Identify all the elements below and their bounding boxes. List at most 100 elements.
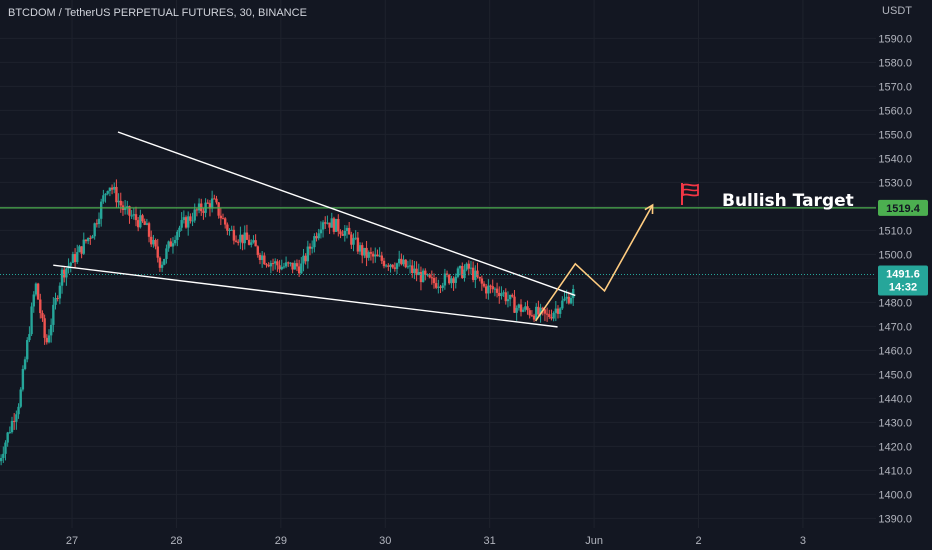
candle	[260, 251, 264, 268]
y-tick-label: 1480.0	[878, 297, 912, 309]
candle	[543, 308, 547, 322]
candle	[465, 262, 468, 272]
candle	[136, 217, 140, 232]
candle	[110, 184, 114, 195]
candle-body	[30, 306, 33, 335]
candle	[550, 309, 553, 321]
candle-body	[365, 247, 368, 258]
candle-body	[28, 334, 31, 341]
trendline-lower[interactable]	[53, 264, 558, 328]
candle-body	[280, 266, 283, 270]
candle	[389, 263, 392, 273]
candle-body	[524, 306, 527, 310]
bullish-target-label[interactable]: Bullish Target	[722, 191, 854, 211]
current-price-tag: 1491.614:32	[878, 265, 928, 296]
candle	[26, 337, 29, 363]
trendline-upper[interactable]	[117, 131, 576, 297]
candle-body	[269, 263, 273, 267]
candle-body	[191, 220, 194, 222]
candle	[400, 253, 403, 266]
candle	[310, 240, 314, 254]
candle-body	[215, 198, 218, 203]
candle-body	[69, 262, 72, 266]
candle-body	[508, 294, 512, 300]
candle	[376, 249, 379, 257]
candle-body	[115, 186, 118, 203]
candle	[132, 207, 136, 220]
candle-body	[521, 309, 525, 312]
candle	[304, 253, 307, 265]
candle-body	[469, 267, 473, 269]
candle	[315, 232, 318, 242]
candle-body	[415, 268, 418, 276]
candle	[65, 267, 68, 286]
candle-body	[302, 255, 305, 264]
candle	[343, 225, 347, 242]
candle	[350, 231, 353, 249]
candle	[380, 251, 383, 265]
projection-path[interactable]	[534, 204, 654, 322]
time-axis[interactable]: 27 28 29 30 31 Jun 2 3	[66, 535, 806, 547]
candle	[17, 403, 20, 419]
candle-body	[317, 233, 320, 239]
candle-body	[397, 258, 401, 264]
candle-body	[110, 187, 114, 190]
candle-body	[219, 215, 223, 219]
candle	[324, 216, 327, 229]
candle-body	[356, 237, 360, 252]
candle	[274, 258, 277, 270]
candle-body	[106, 191, 109, 194]
candle	[480, 275, 484, 291]
candle	[178, 225, 181, 238]
candle	[0, 454, 3, 466]
candle-body	[132, 214, 136, 216]
price-axis[interactable]: 1390.0 1400.0 1410.0 1420.0 1430.0 1440.0 1450…	[878, 33, 928, 525]
candle	[332, 216, 336, 235]
candle	[2, 446, 5, 463]
candle-body	[134, 214, 138, 221]
candle	[119, 192, 122, 213]
candle-body	[260, 255, 264, 260]
candle	[439, 284, 442, 294]
drawings[interactable]	[0, 131, 876, 328]
candlesticks[interactable]	[0, 179, 575, 466]
candle	[365, 240, 368, 267]
candle-body	[319, 229, 323, 234]
candle-body	[563, 298, 566, 301]
candle-body	[321, 222, 325, 230]
candle	[363, 247, 366, 259]
candle	[206, 199, 209, 204]
candle	[165, 244, 168, 264]
candle-body	[234, 240, 238, 242]
candle	[267, 262, 270, 268]
candle	[93, 222, 96, 240]
candle	[395, 262, 399, 274]
candle	[504, 288, 507, 305]
candle-body	[400, 258, 403, 265]
candle	[485, 283, 488, 299]
candle-body	[324, 222, 327, 224]
candle	[106, 190, 109, 196]
candle-body	[36, 283, 40, 300]
candle-body	[352, 238, 355, 245]
candle	[97, 212, 101, 228]
x-tick-label: 3	[800, 535, 806, 547]
candle-body	[465, 263, 468, 270]
target-price-value: 1519.4	[886, 203, 921, 215]
candle-body	[291, 262, 294, 270]
candle	[511, 293, 514, 298]
candle-body	[448, 274, 451, 284]
candle-body	[389, 264, 392, 267]
candle	[434, 276, 438, 290]
candle	[319, 221, 323, 239]
candle-body	[537, 306, 540, 315]
candle-body	[130, 215, 133, 217]
candle-body	[478, 276, 481, 279]
candle-body	[65, 268, 68, 278]
candle	[36, 282, 40, 300]
candle	[502, 290, 505, 297]
x-tick-label: Jun	[585, 535, 603, 547]
candle-body	[167, 241, 170, 249]
candle	[408, 259, 412, 274]
